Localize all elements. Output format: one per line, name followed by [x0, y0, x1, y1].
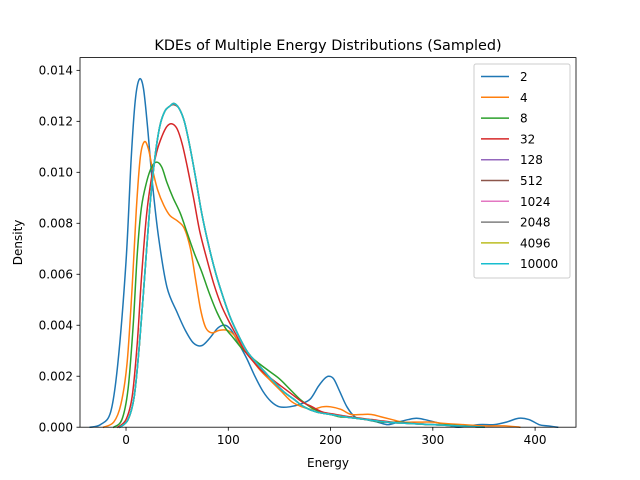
x-tick-label: 400: [524, 433, 547, 447]
legend-label-10000: 10000: [520, 257, 558, 271]
y-tick-label: 0.002: [39, 370, 73, 384]
chart-title: KDEs of Multiple Energy Distributions (S…: [154, 38, 501, 54]
legend-label-8: 8: [520, 112, 528, 126]
series-layer: [89, 77, 559, 429]
x-axis: 0 100 200 300 400: [122, 427, 547, 447]
x-tick-label: 0: [122, 433, 130, 447]
x-axis-label: Energy: [307, 456, 349, 470]
y-tick-label: 0.008: [39, 217, 73, 231]
x-tick-label: 200: [319, 433, 342, 447]
legend-label-32: 32: [520, 132, 535, 146]
legend-label-2: 2: [520, 70, 528, 84]
y-tick-label: 0.012: [39, 115, 73, 129]
axes-frame: [79, 57, 577, 428]
legend: 2 4 8 32 128 512 1024 2048 4096 10000: [473, 63, 571, 279]
y-axis-label: Density: [11, 220, 25, 266]
x-tick-label: 300: [421, 433, 444, 447]
legend-label-1024: 1024: [520, 195, 551, 209]
y-axis: 0.000 0.002 0.004 0.006 0.008 0.010 0.012 0.014: [39, 64, 80, 435]
legend-label-2048: 2048: [520, 216, 551, 230]
legend-label-4096: 4096: [520, 236, 551, 250]
legend-label-128: 128: [520, 153, 543, 167]
y-tick-label: 0.000: [39, 421, 73, 435]
y-tick-label: 0.004: [39, 319, 73, 333]
y-tick-label: 0.014: [39, 64, 73, 78]
legend-items: 2 4 8 32 128 512 1024 2048 4096 10000: [481, 70, 558, 271]
legend-label-512: 512: [520, 174, 543, 188]
plot-area: [79, 57, 577, 429]
y-tick-label: 0.006: [39, 268, 73, 282]
series-line-10000: [118, 102, 485, 429]
legend-label-4: 4: [520, 91, 528, 105]
x-tick-label: 100: [217, 433, 240, 447]
y-tick-label: 0.010: [39, 166, 73, 180]
